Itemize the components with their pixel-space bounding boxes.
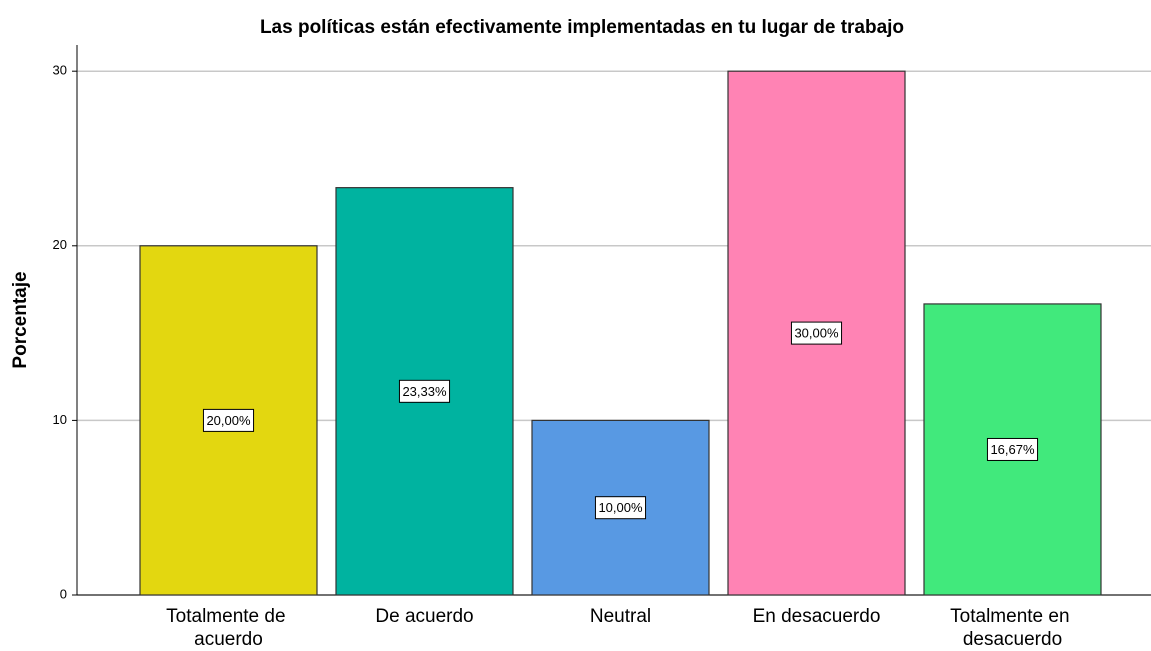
value-label-text: 30,00% [794,326,839,341]
x-tick-label: Totalmente en desacuerdo [950,606,1075,650]
value-label-text: 23,33% [402,384,447,399]
value-label-box [986,437,1039,461]
value-label-box [790,321,843,345]
y-tick-label: 20 [53,237,67,252]
x-tick-label: En desacuerdo [753,606,881,627]
value-label: 10,00% [594,496,647,520]
y-axis-label: Porcentaje [10,271,31,368]
value-label: 23,33% [398,379,451,403]
value-label-box [398,379,451,403]
x-tick-label: De acuerdo [375,606,473,627]
value-label: 20,00% [202,408,255,432]
value-label-box [594,496,647,520]
x-tick-label: Totalmente de acuerdo [166,606,291,650]
x-tick-label: Neutral [590,606,651,627]
value-label-text: 16,67% [990,442,1035,457]
chart-title: Las políticas están efectivamente implem… [260,17,904,38]
y-tick-label: 0 [60,586,67,601]
y-tick-label: 10 [53,412,67,427]
value-label-box [202,408,255,432]
value-label: 30,00% [790,321,843,345]
value-label-text: 20,00% [206,413,251,428]
y-tick-label: 30 [53,63,67,78]
value-label: 16,67% [986,437,1039,461]
value-label-text: 10,00% [598,500,643,515]
